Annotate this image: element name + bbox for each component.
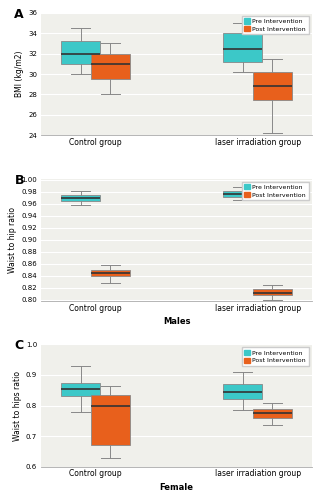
Y-axis label: BMI (kg/m2): BMI (kg/m2) [15,51,24,98]
PathPatch shape [253,408,292,418]
PathPatch shape [253,72,292,100]
PathPatch shape [61,42,100,64]
PathPatch shape [223,34,262,62]
PathPatch shape [91,270,130,276]
Text: A: A [14,8,24,21]
X-axis label: Female: Female [160,482,194,492]
Legend: Pre Intervention, Post Intervention: Pre Intervention, Post Intervention [242,348,308,366]
PathPatch shape [253,289,292,295]
Legend: Pre Intervention, Post Intervention: Pre Intervention, Post Intervention [242,182,308,200]
PathPatch shape [91,395,130,446]
PathPatch shape [61,382,100,396]
Text: C: C [14,340,23,352]
PathPatch shape [223,191,262,196]
Y-axis label: Waist to hip ratio: Waist to hip ratio [8,207,17,273]
X-axis label: Males: Males [163,317,190,326]
Text: B: B [14,174,24,186]
PathPatch shape [61,195,100,201]
Legend: Pre Intervention, Post Intervention: Pre Intervention, Post Intervention [242,16,308,34]
PathPatch shape [91,54,130,79]
PathPatch shape [223,384,262,400]
Y-axis label: Waist to hips ratio: Waist to hips ratio [13,370,22,440]
